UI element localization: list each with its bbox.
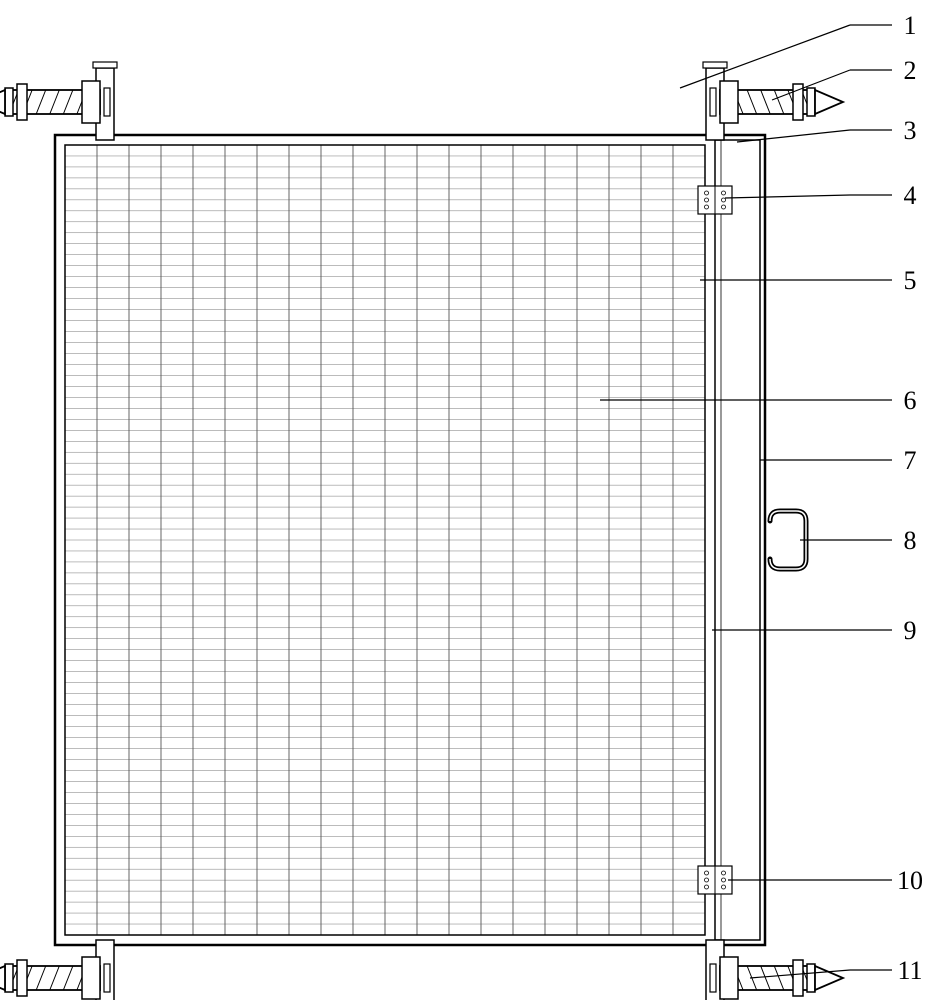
callout-number: 11 bbox=[897, 956, 922, 985]
callout-number: 9 bbox=[904, 616, 917, 645]
hinge bbox=[698, 186, 732, 214]
callout-number: 6 bbox=[904, 386, 917, 415]
hinge bbox=[698, 866, 732, 894]
grid-panel bbox=[65, 145, 705, 935]
callout-number: 4 bbox=[904, 181, 917, 210]
callout-number: 5 bbox=[904, 266, 917, 295]
callout-number: 8 bbox=[904, 526, 917, 555]
right-stile bbox=[715, 140, 760, 940]
callout-number: 3 bbox=[904, 116, 917, 145]
callout-number: 2 bbox=[904, 56, 917, 85]
callout-number: 7 bbox=[904, 446, 917, 475]
callout-number: 10 bbox=[897, 866, 923, 895]
callout-number: 1 bbox=[904, 11, 917, 40]
